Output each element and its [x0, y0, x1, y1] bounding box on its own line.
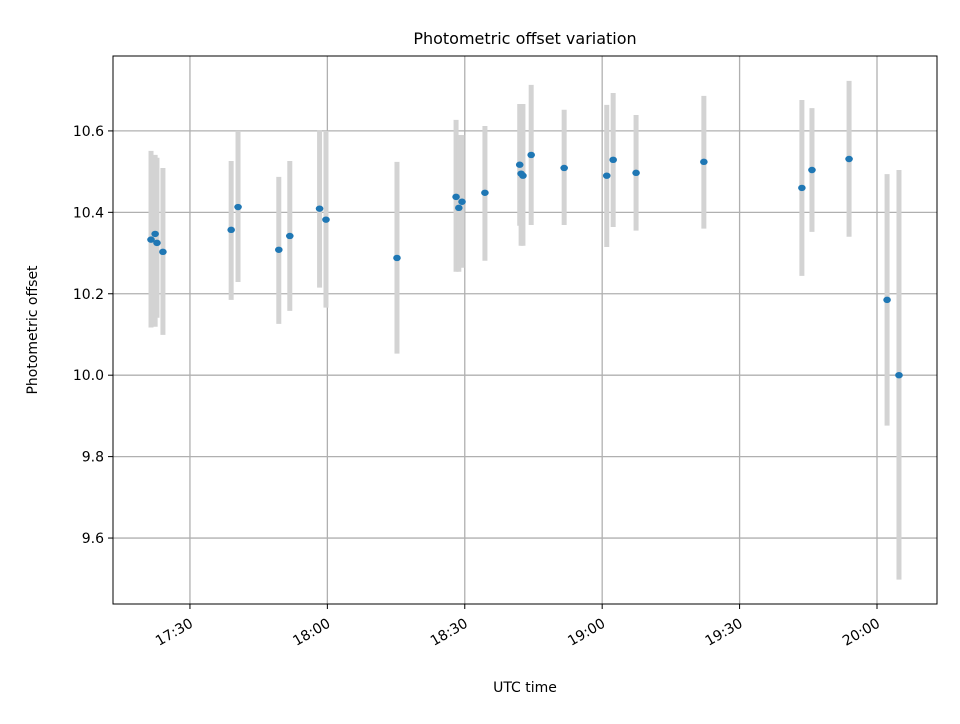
- y-tick-label: 9.8: [82, 450, 104, 466]
- y-tick-label: 10.2: [73, 287, 104, 303]
- grid: [113, 56, 937, 604]
- data-point: [808, 166, 816, 174]
- data-point: [560, 164, 568, 172]
- x-tick-label: 19:00: [565, 616, 608, 650]
- data-points: [147, 151, 903, 379]
- data-point: [481, 189, 489, 196]
- data-point: [159, 248, 167, 256]
- data-point: [393, 254, 401, 262]
- x-tick-label: 18:00: [290, 616, 333, 650]
- y-axis-label: Photometric offset: [25, 265, 41, 395]
- y-tick-label: 10.4: [73, 205, 104, 221]
- data-point: [234, 203, 242, 211]
- data-point: [895, 371, 903, 379]
- data-point: [883, 296, 891, 304]
- data-point: [609, 156, 617, 164]
- x-axis-label: UTC time: [493, 680, 557, 696]
- data-point: [275, 246, 283, 253]
- data-point: [153, 239, 161, 247]
- x-tick-label: 18:30: [428, 616, 471, 650]
- x-axis-ticks: 17:30 18:00 18:30 19:00 19:30 20:00: [153, 604, 883, 650]
- data-point: [315, 205, 324, 212]
- data-point: [602, 172, 611, 179]
- data-point: [227, 226, 235, 234]
- x-tick-label: 20:00: [840, 616, 883, 650]
- data-point: [147, 236, 155, 243]
- data-point: [519, 172, 527, 179]
- data-point: [527, 151, 535, 159]
- error-bars: [148, 80, 902, 580]
- data-point: [452, 193, 460, 201]
- data-point: [322, 216, 330, 223]
- data-point: [700, 158, 708, 166]
- y-tick-label: 10.6: [73, 124, 104, 140]
- plot-frame: [112, 55, 938, 605]
- data-point: [845, 155, 853, 163]
- y-tick-label: 9.6: [82, 531, 104, 547]
- data-point: [798, 184, 806, 192]
- data-point: [632, 169, 640, 177]
- data-point: [458, 198, 466, 205]
- data-point: [151, 230, 159, 238]
- data-point: [515, 161, 524, 168]
- y-axis-ticks: 9.6 9.8 10.0 10.2 10.4 10.6: [73, 124, 113, 547]
- chart-title: Photometric offset variation: [413, 29, 636, 48]
- y-tick-label: 10.0: [73, 368, 104, 384]
- data-point: [455, 204, 463, 212]
- x-tick-label: 17:30: [153, 616, 196, 650]
- data-point: [286, 232, 294, 240]
- x-tick-label: 19:30: [703, 616, 746, 650]
